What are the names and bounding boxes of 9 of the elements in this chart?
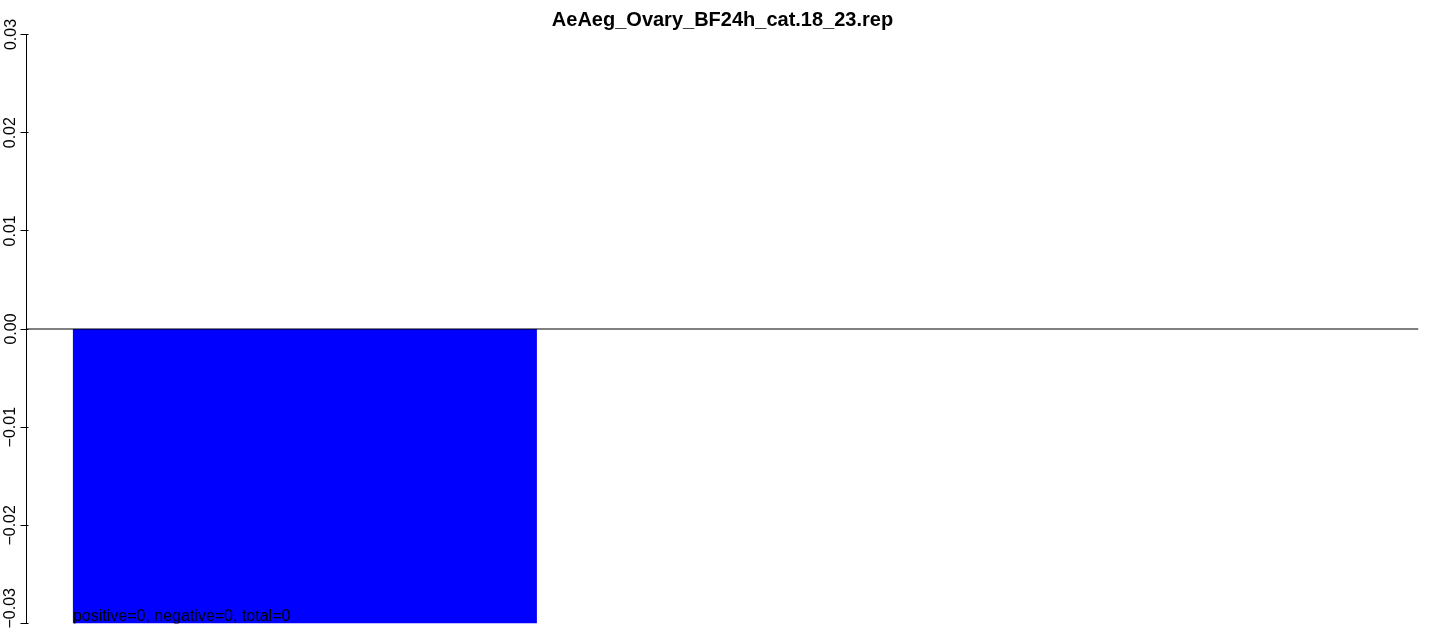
y-tick-label: −0.02 <box>1 504 19 546</box>
text: 0.02 <box>1 117 19 149</box>
annotation: positive=0, negative=0, total=0 <box>72 606 291 624</box>
text: 0.03 <box>1 18 19 51</box>
text: 0.00 <box>1 313 19 345</box>
y-tick-label: −0.01 <box>1 406 19 448</box>
chart-title: AeAeg_Ovary_BF24h_cat.18_23.rep <box>551 7 894 30</box>
text: 0.01 <box>1 215 19 247</box>
y-tick-label: −0.03 <box>1 587 19 629</box>
